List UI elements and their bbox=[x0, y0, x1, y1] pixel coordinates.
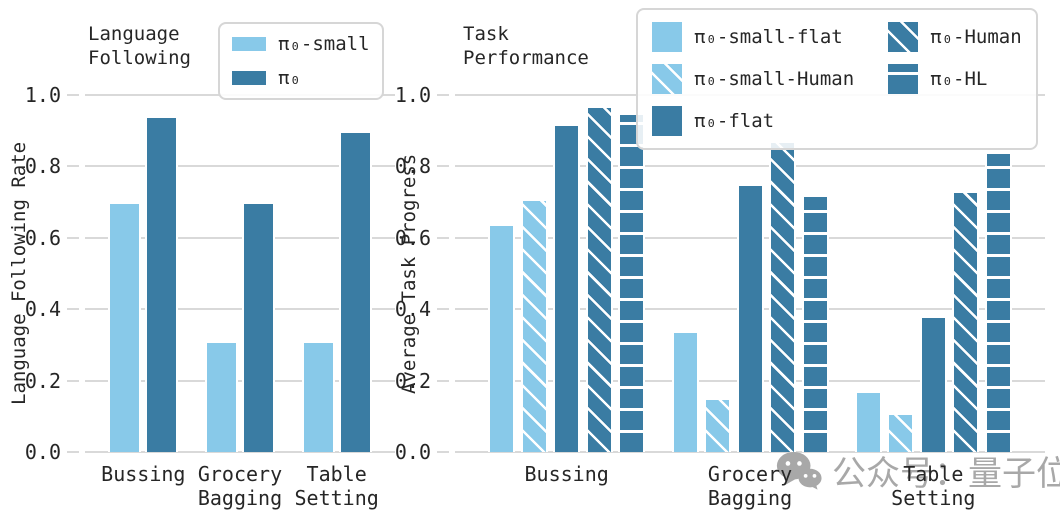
legend-entry: π₀-small-Human bbox=[652, 64, 854, 94]
y-tick-label: 0.8 bbox=[24, 154, 61, 179]
bar bbox=[801, 194, 829, 452]
x-tick-label: Grocery Bagging bbox=[707, 462, 793, 510]
legend-label: π₀-HL bbox=[930, 68, 988, 90]
y-tick-mark bbox=[437, 94, 449, 96]
y-tick-mark bbox=[67, 451, 79, 453]
y-tick-mark bbox=[437, 236, 449, 239]
plot-area: 0.0 0.2 0.4 0.6 0.8 1.0 Bussing Grocery Bagging… bbox=[25, 83, 395, 510]
bar bbox=[205, 341, 238, 452]
y-tick-mark bbox=[67, 308, 79, 311]
chart-title-language-following: Language Following bbox=[88, 23, 191, 69]
legend-column: π₀-small π₀ bbox=[232, 33, 370, 89]
bar bbox=[736, 184, 764, 452]
gridline bbox=[85, 165, 395, 168]
legend-label: π₀-Human bbox=[930, 26, 1022, 48]
x-tick-label: Bussing bbox=[524, 462, 609, 486]
legend-swatch bbox=[888, 22, 919, 52]
bar bbox=[301, 341, 335, 452]
x-tick-label: Table Setting bbox=[294, 462, 379, 510]
bar bbox=[887, 412, 915, 452]
legend-column: π₀-small-flat π₀-small-Human π₀-flat bbox=[652, 22, 854, 136]
legend: π₀-small π₀ bbox=[218, 22, 384, 100]
legend-entry: π₀-HL bbox=[888, 64, 1022, 94]
x-tick-label: Grocery Bagging bbox=[197, 462, 283, 510]
bar bbox=[618, 112, 646, 452]
gridline bbox=[85, 236, 395, 239]
x-tick-label: Table Setting bbox=[891, 462, 976, 510]
gridline bbox=[85, 379, 395, 382]
legend-swatch bbox=[652, 106, 682, 136]
legend-label: π₀-small bbox=[278, 33, 370, 55]
y-tick-label: 0.4 bbox=[24, 297, 61, 322]
bar bbox=[952, 191, 980, 452]
bar bbox=[984, 152, 1012, 452]
gridline bbox=[85, 451, 395, 453]
bar bbox=[108, 202, 142, 452]
bar bbox=[704, 398, 731, 452]
y-tick-label: 0.2 bbox=[394, 368, 431, 393]
y-tick-label: 0.6 bbox=[394, 225, 431, 250]
legend-entry: π₀-flat bbox=[652, 106, 854, 136]
legend-label: π₀-flat bbox=[694, 110, 775, 132]
wechat-icon bbox=[776, 451, 822, 490]
y-tick-label: 1.0 bbox=[394, 83, 431, 107]
y-tick-label: 0.4 bbox=[394, 297, 431, 322]
bar bbox=[242, 202, 275, 452]
y-tick-mark bbox=[437, 379, 449, 382]
watermark-text: 公众号：量子位 bbox=[832, 454, 1060, 494]
bar bbox=[553, 123, 581, 452]
legend-entry: π₀-Human bbox=[888, 22, 1022, 52]
legend-swatch bbox=[232, 71, 266, 85]
bar bbox=[145, 116, 179, 452]
bar bbox=[585, 105, 613, 452]
y-tick-mark bbox=[67, 165, 79, 168]
gridline bbox=[455, 165, 1045, 168]
chart-title-task-performance: Task Performance bbox=[463, 23, 589, 69]
legend-entry: π₀ bbox=[232, 67, 370, 89]
bar bbox=[338, 130, 372, 452]
plot-area: 0.0 0.2 0.4 0.6 0.8 1.0 Bussing Grocery Bagging… bbox=[395, 83, 1045, 510]
y-tick-mark bbox=[67, 379, 79, 382]
y-tick-label: 0.8 bbox=[394, 154, 431, 179]
bar bbox=[520, 198, 548, 452]
y-tick-mark bbox=[437, 451, 449, 453]
legend-label: π₀-small-Human bbox=[694, 68, 855, 90]
y-tick-label: 0.0 bbox=[24, 440, 61, 464]
gridline bbox=[455, 451, 1045, 453]
y-tick-label: 0.2 bbox=[24, 368, 61, 393]
bar bbox=[919, 316, 947, 452]
legend-label: π₀-small-flat bbox=[694, 26, 843, 48]
bar bbox=[769, 141, 796, 452]
bar bbox=[488, 223, 516, 452]
bar bbox=[671, 330, 699, 452]
y-tick-label: 0.6 bbox=[24, 225, 61, 250]
legend-label: π₀ bbox=[278, 67, 301, 89]
gridline bbox=[85, 308, 395, 311]
legend-column: π₀-Human π₀-HL bbox=[888, 22, 1022, 136]
legend-swatch bbox=[652, 22, 682, 52]
y-tick-label: 0.0 bbox=[394, 440, 431, 464]
bar bbox=[854, 391, 882, 452]
legend-entry: π₀-small bbox=[232, 33, 370, 55]
y-tick-mark bbox=[437, 165, 449, 168]
y-tick-mark bbox=[437, 308, 449, 311]
legend-entry: π₀-small-flat bbox=[652, 22, 854, 52]
x-tick-label: Bussing bbox=[101, 462, 186, 486]
watermark: 公众号：量子位 bbox=[776, 446, 1060, 495]
legend-swatch bbox=[888, 64, 919, 94]
y-tick-mark bbox=[67, 94, 79, 96]
y-tick-label: 1.0 bbox=[24, 83, 61, 107]
y-axis-label: Average Task Progress bbox=[398, 153, 420, 394]
y-tick-mark bbox=[67, 236, 79, 239]
legend-swatch bbox=[232, 37, 266, 51]
legend-swatch bbox=[652, 64, 682, 94]
legend: π₀-small-flat π₀-small-Human π₀-flat π₀-Hum… bbox=[636, 8, 1038, 150]
